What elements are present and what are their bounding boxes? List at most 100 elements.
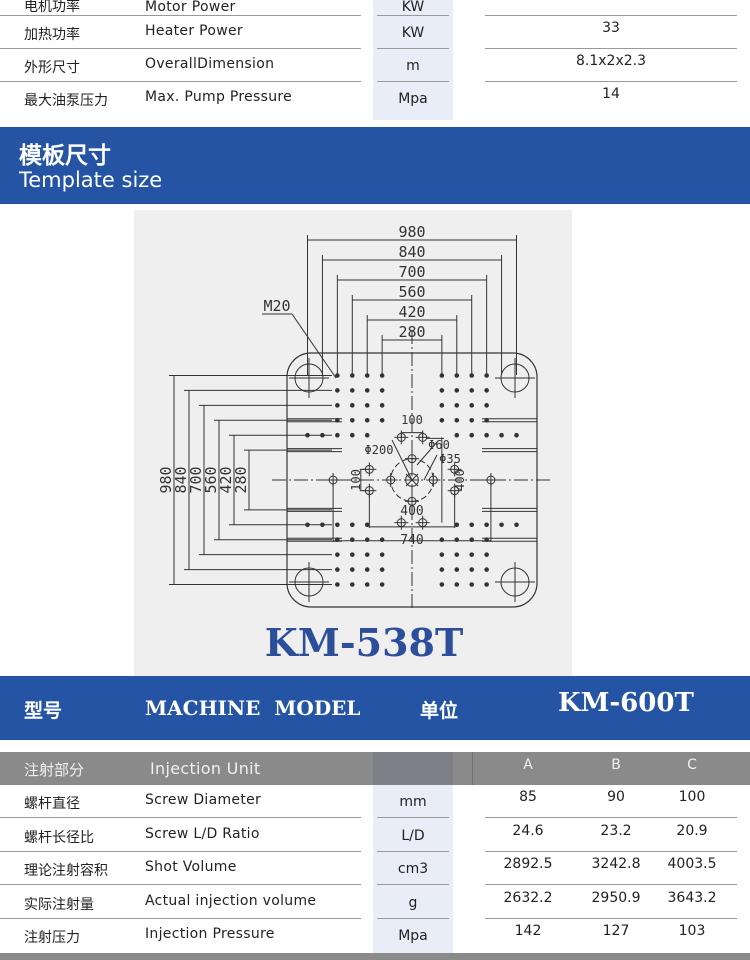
threaded-hole [349,522,355,528]
threaded-hole [349,567,355,572]
unit-column [373,785,453,960]
threaded-hole [499,522,504,528]
threaded-hole [439,403,445,408]
value-c: 4003.5 [667,856,717,872]
left-dimension-label: 700 [187,466,205,493]
center-dim-label: 100 [401,413,423,427]
label-cn: 电机功率 [24,0,80,15]
value-c: 3643.2 [667,889,717,906]
threaded-hole [454,373,460,378]
label-en: Screw Diameter [145,792,262,808]
center-dim-label: 100 [349,469,363,491]
threaded-hole [335,552,340,557]
col-header-c: C [687,757,697,773]
value-b: 2950.9 [591,889,641,906]
value-c: 20.9 [676,822,708,839]
value-a: 2632.2 [503,889,553,906]
left-dimension-label: 840 [172,466,190,493]
center-dim-label: 400 [400,504,423,519]
unit: cm3 [397,861,429,877]
threaded-hole [364,522,370,528]
top-dimension-label: 840 [398,243,425,261]
label-cn: 理论注射容积 [24,863,108,879]
threaded-hole [454,388,460,393]
threaded-hole [335,373,340,378]
table-row: 最大油泵压力 Max. Pump Pressure Mpa 14 [0,82,750,115]
threaded-hole [469,552,475,557]
threaded-hole [484,552,489,557]
center-dim-label: 740 [400,533,423,548]
label-cn: 外形尺寸 [24,60,80,76]
unit: m [406,58,420,74]
threaded-hole [349,537,355,543]
threaded-hole [454,432,460,438]
model-value: KM-600T [558,688,694,718]
threaded-hole [305,432,310,438]
threaded-hole [349,432,355,438]
value: 33 [602,20,620,36]
threaded-hole [469,567,475,572]
threaded-hole [454,537,460,543]
threaded-hole [379,537,385,543]
value-c: 103 [678,923,706,939]
table-row: 注射压力 Injection Pressure Mpa 142 127 103 [0,919,750,952]
threaded-hole [484,582,489,587]
platen-drawing: 980840700560420280980840700560420280M201… [157,223,552,610]
threaded-hole [469,537,475,543]
label-en: Screw L/D Ratio [145,825,260,842]
bottom-header-strip [0,953,750,960]
table-row: 电机功率 Motor Power KW [0,0,750,16]
threaded-hole [364,432,370,438]
unit: Mpa [398,928,428,944]
label-cn: 注射压力 [24,930,80,946]
threaded-hole [484,373,489,378]
drawing-line [291,313,337,379]
injection-unit-header: 注射部分 Injection Unit A B C [0,752,750,785]
threaded-hole [364,537,370,543]
threaded-hole [484,522,489,528]
threaded-hole [469,582,475,587]
threaded-hole [379,552,385,557]
table-row: 螺杆直径 Screw Diameter mm 85 90 100 [0,785,750,818]
drawing-line [416,441,438,466]
threaded-hole [469,388,475,393]
threaded-hole [364,373,370,378]
drawing-line [423,454,438,481]
top-dimension-label: 980 [398,223,425,241]
label-cn: 螺杆长径比 [24,829,94,846]
left-dimension-label: 280 [232,466,250,493]
label-en: OverallDimension [145,56,275,72]
unit: KW [401,25,425,41]
label-en: Heater Power [145,23,243,39]
threaded-hole [349,582,355,587]
section-title-cn: 模板尺寸 [19,143,111,169]
threaded-hole [439,567,445,572]
unit-label-cn: 单位 [420,700,459,722]
top-dimension-label: 420 [398,303,425,321]
unit: g [408,894,418,911]
value-b: 3242.8 [591,856,641,872]
table-row: 外形尺寸 OverallDimension m 8.1x2x2.3 [0,49,750,82]
threaded-hole [364,403,370,408]
threaded-hole [335,582,340,587]
threaded-hole [349,373,355,378]
threaded-hole [379,403,385,408]
threaded-hole [379,567,385,572]
threaded-hole [454,417,460,423]
diagram-model-title: KM-538T [264,620,464,665]
threaded-hole [454,582,460,587]
col-header-b: B [611,757,621,773]
template-size-banner: 模板尺寸 Template size [0,127,750,204]
threaded-hole [439,582,445,587]
drawing-line [391,439,413,481]
threaded-hole [364,567,370,572]
label-cn: 螺杆直径 [24,796,80,812]
unit: L/D [401,827,425,844]
left-dimension-label: 980 [157,466,175,493]
threaded-hole [379,388,385,393]
threaded-hole [454,522,460,528]
threaded-hole [484,388,489,393]
top-dimension-label: 560 [398,283,425,301]
unit: Mpa [398,91,428,107]
threaded-hole [349,388,355,393]
